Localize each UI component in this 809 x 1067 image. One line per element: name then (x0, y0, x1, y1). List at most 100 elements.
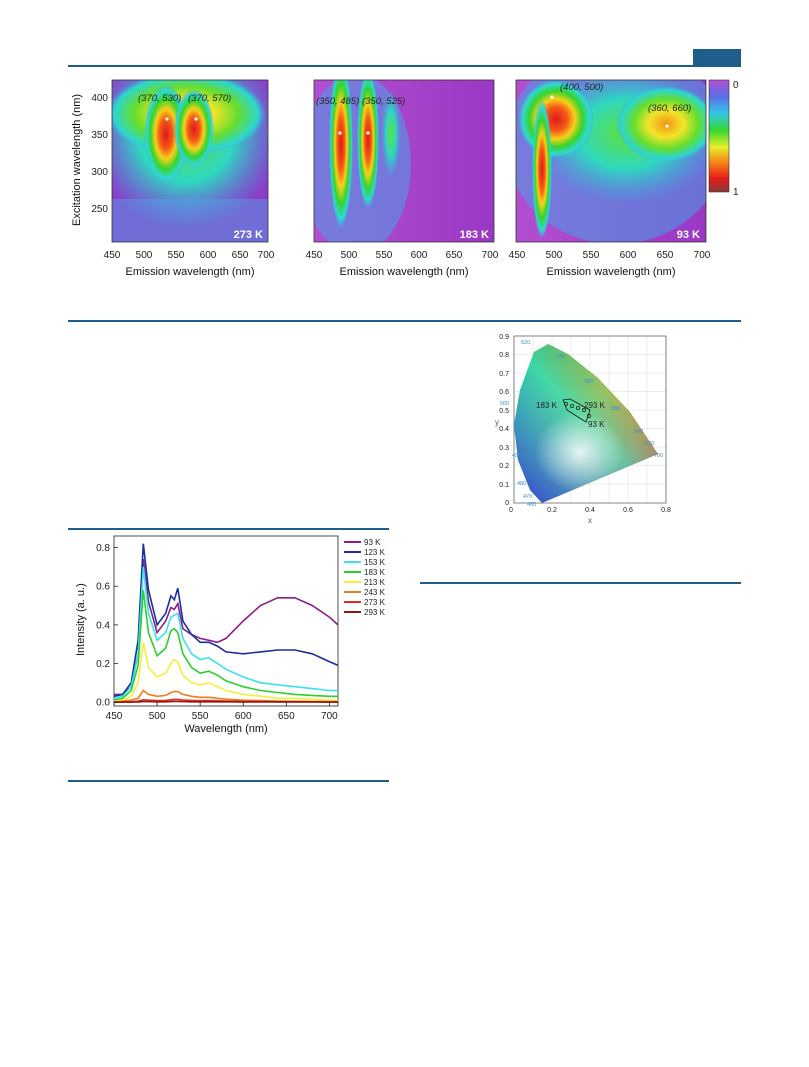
x-axis-ticks-1: 450 500 550 600 650 700 (104, 250, 275, 261)
svg-text:0: 0 (509, 507, 513, 514)
peak-label-2: (350, 525) (362, 96, 405, 107)
temp-label: 93 K (677, 229, 700, 241)
svg-text:0.7: 0.7 (499, 371, 509, 378)
peak-label-2: (370, 570) (188, 93, 231, 104)
legend-label: 183 K (364, 568, 386, 577)
svg-text:700: 700 (654, 453, 663, 459)
legend-label: 273 K (364, 598, 386, 607)
y-ticks: 0.0 0.2 0.4 0.6 0.8 (96, 543, 118, 709)
legend-label: 293 K (364, 608, 386, 617)
legend-label: 153 K (364, 558, 386, 567)
x-tick-label: 500 (149, 711, 166, 722)
svg-text:450: 450 (104, 250, 121, 261)
legend-label: 123 K (364, 548, 386, 557)
svg-text:460: 460 (527, 502, 536, 508)
x-axis-ticks-2: 450 500 550 600 650 700 (306, 250, 499, 261)
svg-text:350: 350 (91, 130, 108, 141)
svg-text:700: 700 (694, 250, 711, 261)
svg-text:700: 700 (482, 250, 499, 261)
svg-text:0.1: 0.1 (499, 482, 509, 489)
svg-text:520: 520 (521, 340, 530, 346)
colorbar-bottom-label: 1 (733, 187, 739, 198)
y-tick-label: 0.2 (96, 659, 110, 670)
svg-text:0.8: 0.8 (499, 352, 509, 359)
legend-label: 213 K (364, 578, 386, 587)
legend-label: 243 K (364, 588, 386, 597)
cie-trajectory (562, 398, 591, 423)
eem-panel-273k: (370, 530) (370, 570) 273 K (111, 79, 269, 243)
svg-text:650: 650 (446, 250, 463, 261)
y-tick-label: 0.6 (96, 582, 110, 593)
y-axis-label: Excitation wavelength (nm) (71, 94, 83, 226)
section-rule-1 (68, 320, 741, 322)
svg-text:650: 650 (232, 250, 249, 261)
peak-label-1: (350, 485) (316, 96, 359, 107)
y-tick-label: 0.8 (96, 543, 110, 554)
header-tab (693, 49, 741, 65)
cie-diagram: 520 540 560 580 600 620 700 500 490 480 … (495, 334, 671, 525)
colorbar: 0 1 (708, 79, 739, 198)
x-tick-label: 700 (321, 711, 338, 722)
svg-text:0.2: 0.2 (499, 463, 509, 470)
header-rule (68, 65, 741, 67)
svg-text:450: 450 (509, 250, 526, 261)
intensity-line-chart: 450 500 550 600 650 700 0.00.20.40.60.8 93 K1… (75, 535, 386, 735)
x-axis-ticks-3: 450 500 550 600 650 700 (509, 250, 711, 261)
svg-text:0.6: 0.6 (623, 507, 633, 514)
svg-text:0.5: 0.5 (499, 408, 509, 415)
svg-text:600: 600 (411, 250, 428, 261)
svg-text:600: 600 (620, 250, 637, 261)
section-rule-3 (420, 582, 741, 584)
svg-text:500: 500 (136, 250, 153, 261)
svg-text:0.9: 0.9 (499, 334, 509, 341)
svg-text:0.4: 0.4 (499, 426, 509, 433)
series-line-293k (114, 700, 338, 703)
x-axis-label-1: Emission wavelength (nm) (126, 266, 255, 278)
series-line-123k (113, 543, 339, 698)
svg-text:480: 480 (517, 481, 526, 487)
cie-x-label: x (588, 516, 592, 525)
annotation-183k: 183 K (536, 401, 558, 410)
x-axis-label-3: Emission wavelength (nm) (547, 266, 676, 278)
svg-text:550: 550 (583, 250, 600, 261)
annotation-293k: 293 K (584, 401, 606, 410)
series-line-213k (113, 642, 338, 702)
svg-text:550: 550 (376, 250, 393, 261)
series-line-153k (113, 566, 338, 700)
svg-text:620: 620 (645, 441, 654, 447)
svg-text:250: 250 (91, 204, 108, 215)
y-axis-label: Intensity (a. u.) (75, 583, 87, 656)
svg-text:580: 580 (611, 406, 620, 412)
section-rule-2 (68, 528, 389, 530)
peak-label-1: (400, 500) (560, 82, 603, 93)
x-tick-label: 650 (278, 711, 295, 722)
x-tick-label: 550 (192, 711, 209, 722)
svg-text:500: 500 (546, 250, 563, 261)
temp-label: 183 K (460, 229, 489, 241)
svg-text:300: 300 (91, 167, 108, 178)
section-rule-4 (68, 780, 389, 782)
svg-text:470: 470 (523, 494, 532, 500)
x-tick-label: 600 (235, 711, 252, 722)
x-ticks: 450 500 550 600 650 700 (106, 702, 338, 722)
series-group (113, 543, 339, 703)
series-line-183k (113, 590, 338, 701)
svg-text:0.4: 0.4 (585, 507, 595, 514)
svg-text:0.6: 0.6 (499, 389, 509, 396)
svg-text:400: 400 (91, 93, 108, 104)
svg-text:650: 650 (657, 250, 674, 261)
x-tick-label: 450 (106, 711, 123, 722)
cie-y-label: y (495, 418, 499, 427)
svg-text:0.8: 0.8 (661, 507, 671, 514)
eem-panel-93k: (400, 500) (360, 660) 93 K (515, 79, 707, 243)
peak-label-2: (360, 660) (648, 103, 691, 114)
svg-text:500: 500 (341, 250, 358, 261)
peak-label-1: (370, 530) (138, 93, 181, 104)
eem-panel-183k: (350, 485) (350, 525) 183 K (313, 79, 495, 243)
legend-label: 93 K (364, 538, 381, 547)
y-tick-label: 0.0 (96, 698, 110, 709)
svg-text:550: 550 (168, 250, 185, 261)
cie-gamut (514, 344, 658, 503)
eem-figure: (370, 530) (370, 570) 273 K (350, 485) (… (71, 79, 739, 278)
svg-text:0: 0 (505, 500, 509, 507)
